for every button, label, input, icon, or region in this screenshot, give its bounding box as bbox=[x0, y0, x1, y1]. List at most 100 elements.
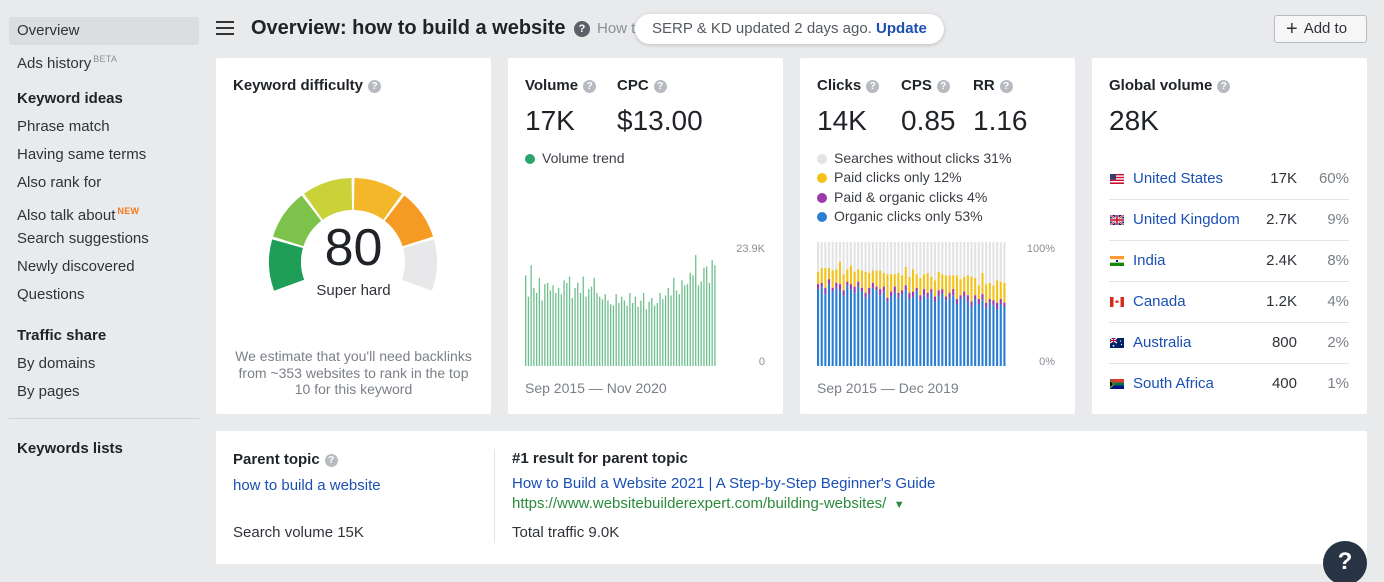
clicks-bar-segment bbox=[930, 292, 933, 366]
update-link[interactable]: Update bbox=[876, 20, 927, 37]
clicks-bar-segment bbox=[890, 296, 893, 366]
nav-search-suggestions[interactable]: Search suggestions bbox=[9, 225, 199, 253]
help-icon[interactable]: ? bbox=[653, 80, 667, 93]
nav-phrase-match[interactable]: Phrase match bbox=[9, 113, 199, 141]
clicks-bar-segment bbox=[963, 296, 966, 366]
nav-having-same-terms[interactable]: Having same terms bbox=[9, 141, 199, 169]
nav-label: Phrase match bbox=[17, 118, 110, 135]
clicks-axis-min: 0% bbox=[1039, 356, 1055, 368]
country-name[interactable]: Australia bbox=[1133, 334, 1192, 351]
help-icon[interactable]: ? bbox=[368, 80, 382, 93]
nav-ads-history-label: Ads history bbox=[17, 55, 92, 72]
nav-also-rank-for[interactable]: Also rank for bbox=[9, 169, 199, 197]
country-name[interactable]: India bbox=[1133, 252, 1166, 269]
help-icon[interactable]: ? bbox=[1217, 80, 1231, 93]
clicks-bar-segment bbox=[933, 301, 937, 366]
help-icon[interactable]: ? bbox=[866, 80, 880, 93]
nav-by-domains[interactable]: By domains bbox=[9, 350, 199, 378]
volume-bar bbox=[648, 301, 650, 366]
nav-also-talk-about[interactable]: Also talk about NEW bbox=[9, 197, 199, 225]
menu-icon[interactable] bbox=[216, 21, 234, 37]
clicks-bar-segment bbox=[831, 242, 834, 271]
top-result-url[interactable]: https://www.websitebuilderexpert.com/bui… bbox=[512, 495, 887, 512]
help-chat-button[interactable]: ? bbox=[1323, 541, 1367, 582]
clicks-bar-segment bbox=[1003, 242, 1006, 283]
volume-bar bbox=[604, 294, 606, 366]
country-share: 2% bbox=[1327, 334, 1349, 351]
help-icon[interactable]: ? bbox=[583, 80, 597, 93]
country-name[interactable]: United States bbox=[1133, 170, 1224, 187]
clicks-bar-segment bbox=[893, 292, 896, 366]
clicks-bar-segment bbox=[941, 294, 944, 366]
country-row[interactable]: United States 17K 60% bbox=[1109, 159, 1349, 200]
country-name[interactable]: United Kingdom bbox=[1133, 211, 1240, 228]
clicks-bar-segment bbox=[908, 299, 911, 366]
clicks-bar-segment bbox=[901, 290, 904, 295]
volume-bar bbox=[546, 282, 549, 366]
nav-by-pages[interactable]: By pages bbox=[9, 378, 199, 406]
volume-bar bbox=[706, 266, 708, 366]
keyword-hint: How t bbox=[597, 20, 636, 37]
help-icon[interactable]: ? bbox=[936, 80, 950, 93]
volume-bar bbox=[599, 296, 601, 366]
volume-bar bbox=[623, 300, 626, 366]
clicks-bar-segment bbox=[959, 279, 962, 296]
volume-bar bbox=[700, 281, 702, 366]
nav-label: Questions bbox=[17, 286, 85, 303]
clicks-bar-segment bbox=[857, 281, 860, 287]
clicks-bar-segment bbox=[922, 274, 926, 290]
add-to-button[interactable]: + Add to bbox=[1274, 15, 1367, 43]
nav-overview[interactable]: Overview bbox=[9, 17, 199, 45]
legend-organic-only: Organic clicks only 53% bbox=[817, 208, 983, 224]
country-name[interactable]: Canada bbox=[1133, 293, 1186, 310]
clicks-bar-segment bbox=[875, 270, 878, 287]
volume-bar bbox=[686, 284, 689, 366]
uk-flag-icon bbox=[1110, 215, 1124, 225]
country-row[interactable]: Australia 800 2% bbox=[1109, 323, 1349, 364]
clicks-bar-segment bbox=[879, 289, 882, 296]
nav-keywords-lists[interactable]: Keywords lists bbox=[17, 440, 123, 457]
volume-bar bbox=[708, 282, 711, 366]
clicks-bar-segment bbox=[966, 242, 969, 276]
clicks-bar-segment bbox=[992, 285, 995, 301]
rr-value: 1.16 bbox=[973, 105, 1028, 136]
clicks-bar-segment bbox=[1003, 282, 1006, 303]
nav-questions[interactable]: Questions bbox=[9, 281, 199, 309]
clicks-bar-segment bbox=[853, 286, 856, 293]
clicks-bar-segment bbox=[849, 265, 852, 285]
clicks-bar-segment bbox=[959, 299, 962, 366]
volume-bar bbox=[681, 280, 683, 366]
top-result-title[interactable]: How to Build a Website 2021 | A Step-by-… bbox=[512, 475, 936, 492]
clicks-bar-segment bbox=[879, 295, 882, 366]
clicks-bar-segment bbox=[981, 242, 984, 273]
caret-down-icon[interactable]: ▼ bbox=[893, 499, 905, 511]
clicks-bar-segment bbox=[857, 286, 860, 366]
country-name[interactable]: South Africa bbox=[1133, 375, 1214, 392]
clicks-bar-segment bbox=[919, 242, 922, 278]
country-volume: 17K bbox=[1270, 170, 1297, 187]
kd-label: Keyword difficulty? bbox=[233, 77, 382, 94]
clicks-bar-segment bbox=[930, 289, 933, 293]
legend-dot bbox=[817, 154, 827, 164]
country-row[interactable]: Canada 1.2K 4% bbox=[1109, 282, 1349, 323]
help-icon[interactable]: ? bbox=[999, 80, 1013, 93]
country-row[interactable]: United Kingdom 2.7K 9% bbox=[1109, 200, 1349, 241]
parent-topic-link[interactable]: how to build a website bbox=[233, 477, 381, 494]
nav-newly-discovered[interactable]: Newly discovered bbox=[9, 253, 199, 281]
help-icon[interactable]: ? bbox=[324, 454, 338, 467]
volume-bar bbox=[697, 285, 700, 366]
clicks-bar-segment bbox=[922, 242, 926, 275]
country-share: 8% bbox=[1327, 252, 1349, 269]
clicks-bar-segment bbox=[952, 242, 955, 276]
country-row[interactable]: South Africa 400 1% bbox=[1109, 364, 1349, 405]
help-icon[interactable]: ? bbox=[574, 21, 590, 37]
volume-metric: Volume? 17K bbox=[525, 77, 597, 137]
clicks-bar-segment bbox=[853, 292, 856, 366]
clicks-bar-segment bbox=[915, 274, 918, 288]
clicks-bar-segment bbox=[849, 284, 852, 290]
clicks-bar-segment bbox=[970, 306, 973, 366]
country-share: 9% bbox=[1327, 211, 1349, 228]
nav-ads-history[interactable]: Ads history BETA bbox=[9, 45, 199, 73]
country-row[interactable]: India 2.4K 8% bbox=[1109, 241, 1349, 282]
clicks-bar-segment bbox=[992, 305, 995, 366]
